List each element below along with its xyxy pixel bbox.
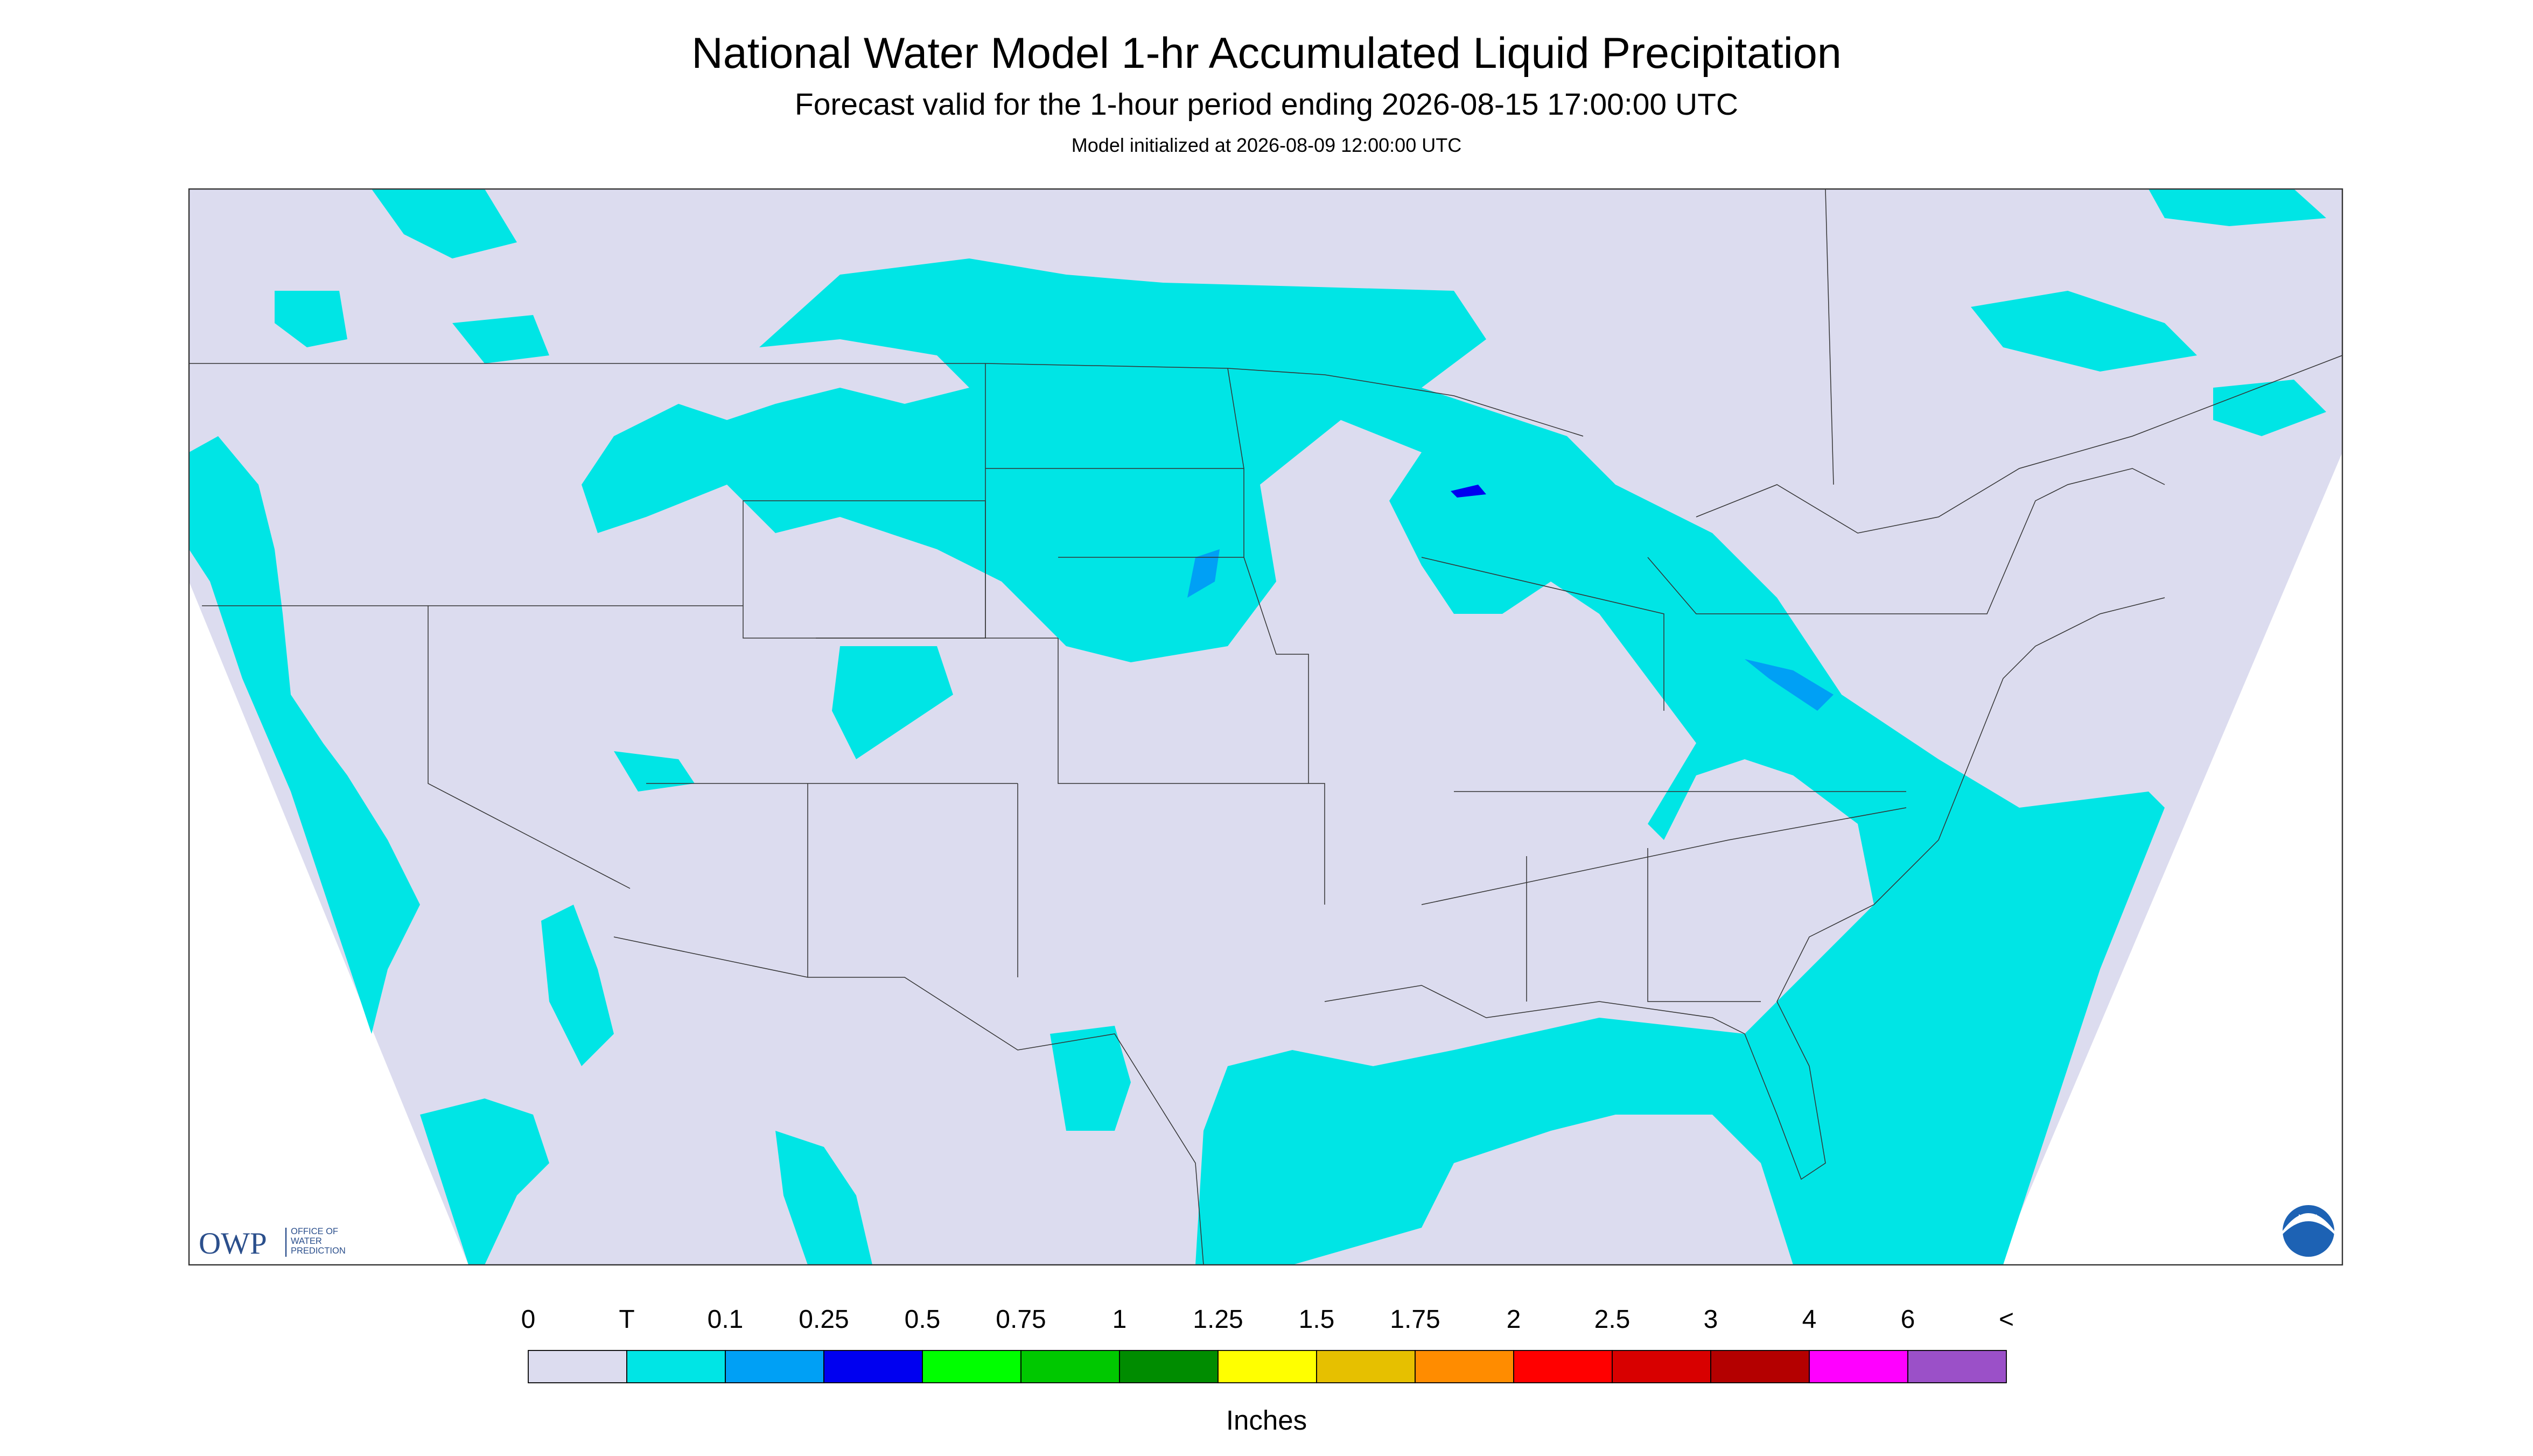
legend-label: 0.75 — [996, 1305, 1046, 1334]
legend-label: 0.1 — [708, 1305, 744, 1334]
legend-label: < — [1999, 1305, 2014, 1334]
precip-area — [614, 751, 695, 792]
precip-area — [1971, 291, 2197, 372]
precip-area — [1050, 1026, 1131, 1131]
precip-area — [372, 189, 517, 259]
legend-swatch — [1119, 1350, 1219, 1383]
precip-area — [582, 258, 2165, 1265]
border-line — [646, 363, 1325, 978]
precip-area — [832, 646, 953, 760]
precip-area — [2149, 189, 2326, 227]
legend-swatch — [1415, 1350, 1514, 1383]
legend-swatch — [1217, 1350, 1317, 1383]
precip-area-heavy — [1187, 549, 1220, 598]
legend-label: 1 — [1112, 1305, 1127, 1334]
border-line — [985, 368, 1907, 1002]
map-frame — [188, 188, 2343, 1266]
noaa-logo-text: NOAA — [2298, 1213, 2319, 1221]
owp-logo-name: WATER — [291, 1236, 322, 1246]
legend-swatch — [626, 1350, 726, 1383]
legend-swatch — [1612, 1350, 1711, 1383]
legend-swatch — [1907, 1350, 2007, 1383]
precip-area — [452, 315, 549, 364]
legend-swatch — [1710, 1350, 1810, 1383]
legend-label: 0.5 — [905, 1305, 941, 1334]
owp-logo-text: OWP — [199, 1227, 267, 1261]
legend-label: 6 — [1901, 1305, 1915, 1334]
legend-swatch — [725, 1350, 824, 1383]
legend-label: 0.25 — [799, 1305, 849, 1334]
coastline — [1324, 597, 2165, 1180]
legend-swatch — [1020, 1350, 1120, 1383]
border-line — [1647, 188, 2343, 614]
precip-area — [275, 291, 347, 348]
legend-label: 1.75 — [1390, 1305, 1440, 1334]
legend-swatch — [1513, 1350, 1613, 1383]
legend-label: 2 — [1507, 1305, 1521, 1334]
precip-area — [775, 1131, 872, 1265]
precip-area — [189, 436, 420, 1034]
legend-label: 1.5 — [1299, 1305, 1335, 1334]
legend: Inches 0 T 0.1 0.25 0.5 0.75 1 1.25 1.5 1.75 2 2.5 3… — [521, 1305, 2014, 1436]
precip-area — [541, 905, 614, 1067]
legend-swatch — [922, 1350, 1021, 1383]
boundaries — [189, 188, 2343, 1265]
precip-area — [2213, 380, 2326, 437]
owp-logo-name: OFFICE OF — [291, 1227, 338, 1236]
init-time: Model initialized at 2026-08-09 12:00:00… — [1072, 134, 1461, 156]
legend-label: 4 — [1802, 1305, 1817, 1334]
legend-swatch — [1316, 1350, 1416, 1383]
legend-label: T — [619, 1305, 634, 1334]
legend-label: 1.25 — [1193, 1305, 1243, 1334]
legend-unit: Inches — [1226, 1405, 1307, 1436]
noaa-logo-bird — [2283, 1213, 2334, 1235]
noaa-logo: NOAA — [2283, 1205, 2334, 1257]
precip-area — [420, 1098, 549, 1265]
precip-area-heavy — [1745, 659, 1834, 711]
title: National Water Model 1-hr Accumulated Li… — [691, 29, 1842, 78]
precip-area-heavy — [1451, 485, 1486, 498]
legend-label: 3 — [1704, 1305, 1718, 1334]
legend-swatch — [528, 1350, 627, 1383]
legend-swatch — [823, 1350, 923, 1383]
owp-logo: OWP OFFICE OF WATER PREDICTION — [199, 1227, 346, 1261]
legend-swatch — [1809, 1350, 1908, 1383]
legend-label: 0 — [521, 1305, 536, 1334]
owp-logo-name: PREDICTION — [291, 1246, 346, 1256]
legend-label: 2.5 — [1594, 1305, 1631, 1334]
precip-areas — [189, 189, 2326, 1265]
map: OWP OFFICE OF WATER PREDICTION NOAA — [188, 188, 2343, 1266]
subtitle: Forecast valid for the 1-hour period end… — [795, 87, 1738, 122]
